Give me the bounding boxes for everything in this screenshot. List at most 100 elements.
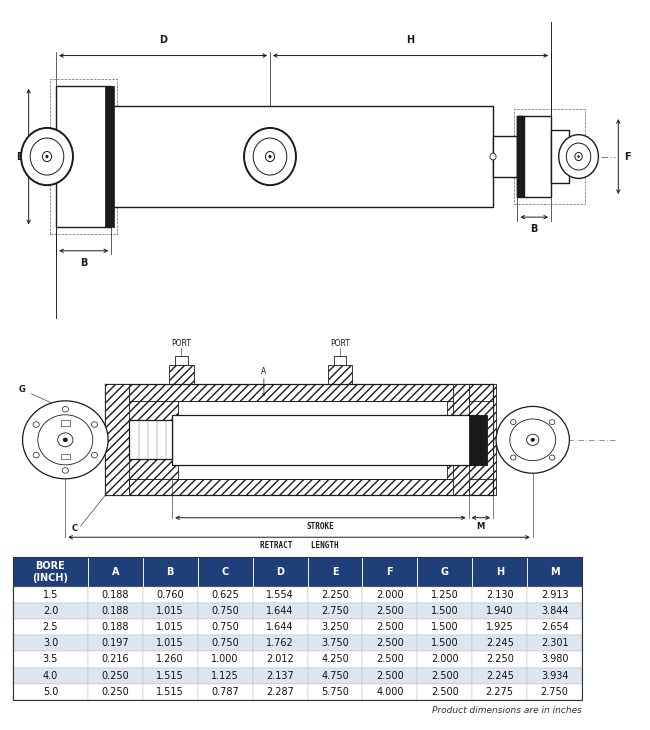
- Circle shape: [58, 433, 73, 447]
- Bar: [253, 603, 307, 619]
- Circle shape: [559, 134, 599, 178]
- Circle shape: [21, 128, 73, 185]
- Circle shape: [510, 455, 516, 460]
- Bar: [88, 635, 143, 651]
- Bar: [253, 619, 307, 635]
- Bar: [307, 635, 363, 651]
- Bar: [493, 137, 517, 177]
- Text: 2.750: 2.750: [541, 687, 569, 696]
- Text: 3.250: 3.250: [321, 622, 349, 632]
- Circle shape: [63, 437, 68, 442]
- Bar: [253, 557, 307, 587]
- Text: C: C: [222, 567, 229, 577]
- Bar: [473, 619, 527, 635]
- Text: 2.500: 2.500: [376, 622, 404, 632]
- Bar: [473, 557, 527, 587]
- Text: PORT: PORT: [172, 339, 191, 348]
- Bar: [527, 667, 582, 683]
- Bar: [143, 587, 198, 603]
- Bar: [198, 557, 253, 587]
- Circle shape: [549, 420, 555, 425]
- Text: 2.750: 2.750: [321, 606, 349, 616]
- Text: 3.934: 3.934: [541, 671, 568, 680]
- Circle shape: [575, 153, 582, 161]
- Bar: [143, 635, 198, 651]
- Circle shape: [244, 128, 296, 185]
- Bar: [328, 365, 352, 384]
- Text: 1.000: 1.000: [211, 655, 239, 664]
- Text: 4.000: 4.000: [376, 687, 404, 696]
- Bar: [143, 603, 198, 619]
- Bar: [334, 356, 346, 365]
- Text: 1.500: 1.500: [431, 639, 459, 648]
- Bar: [447, 401, 493, 479]
- Bar: [143, 619, 198, 635]
- Bar: [13, 667, 88, 683]
- Bar: [551, 130, 569, 183]
- Bar: [253, 667, 307, 683]
- Bar: [105, 86, 114, 227]
- Bar: [363, 619, 417, 635]
- Bar: [13, 619, 88, 635]
- Text: 0.787: 0.787: [211, 687, 239, 696]
- Bar: [172, 415, 478, 465]
- Bar: [198, 603, 253, 619]
- Bar: [253, 587, 307, 603]
- Text: 1.515: 1.515: [157, 671, 184, 680]
- Text: 5.750: 5.750: [321, 687, 349, 696]
- Text: STROKE: STROKE: [307, 522, 334, 531]
- Text: B: B: [530, 224, 538, 234]
- Text: F: F: [625, 152, 631, 161]
- Bar: [88, 619, 143, 635]
- Circle shape: [526, 434, 539, 445]
- Circle shape: [62, 468, 68, 473]
- Text: RETRACT    LENGTH: RETRACT LENGTH: [260, 542, 339, 550]
- Circle shape: [510, 419, 556, 461]
- Bar: [105, 384, 129, 496]
- Bar: [307, 619, 363, 635]
- Circle shape: [62, 407, 68, 412]
- Text: 1.125: 1.125: [211, 671, 239, 680]
- Text: 1.515: 1.515: [157, 687, 184, 696]
- Circle shape: [510, 420, 516, 425]
- Text: 0.216: 0.216: [101, 655, 129, 664]
- Text: H: H: [406, 36, 415, 45]
- Text: 1.250: 1.250: [431, 590, 459, 600]
- Bar: [111, 106, 493, 207]
- Bar: [50, 79, 117, 234]
- Text: 2.500: 2.500: [376, 655, 404, 664]
- Text: 0.250: 0.250: [101, 671, 129, 680]
- Text: 2.301: 2.301: [541, 639, 569, 648]
- Bar: [473, 667, 527, 683]
- Bar: [514, 110, 585, 204]
- Bar: [527, 557, 582, 587]
- Text: Product dimensions are in inches: Product dimensions are in inches: [432, 706, 582, 715]
- Circle shape: [268, 155, 272, 158]
- Bar: [105, 384, 108, 496]
- Bar: [363, 651, 417, 667]
- Text: 3.844: 3.844: [541, 606, 568, 616]
- Text: 0.750: 0.750: [211, 639, 239, 648]
- Bar: [417, 619, 473, 635]
- Circle shape: [92, 453, 98, 458]
- Circle shape: [530, 438, 535, 442]
- Bar: [88, 651, 143, 667]
- Text: 1.260: 1.260: [157, 655, 184, 664]
- Text: 0.750: 0.750: [211, 606, 239, 616]
- Bar: [169, 365, 194, 384]
- Bar: [527, 651, 582, 667]
- Text: 1.500: 1.500: [431, 622, 459, 632]
- Text: 4.250: 4.250: [321, 655, 349, 664]
- Bar: [417, 651, 473, 667]
- Text: 1.644: 1.644: [266, 622, 294, 632]
- Text: 2.012: 2.012: [266, 655, 294, 664]
- Circle shape: [33, 453, 39, 458]
- Text: 2.250: 2.250: [321, 590, 349, 600]
- Text: 2.500: 2.500: [376, 606, 404, 616]
- Circle shape: [46, 155, 49, 158]
- Bar: [527, 587, 582, 603]
- Text: 0.625: 0.625: [211, 590, 239, 600]
- Text: 2.245: 2.245: [486, 671, 514, 680]
- Text: 4.0: 4.0: [43, 671, 58, 680]
- Bar: [198, 587, 253, 603]
